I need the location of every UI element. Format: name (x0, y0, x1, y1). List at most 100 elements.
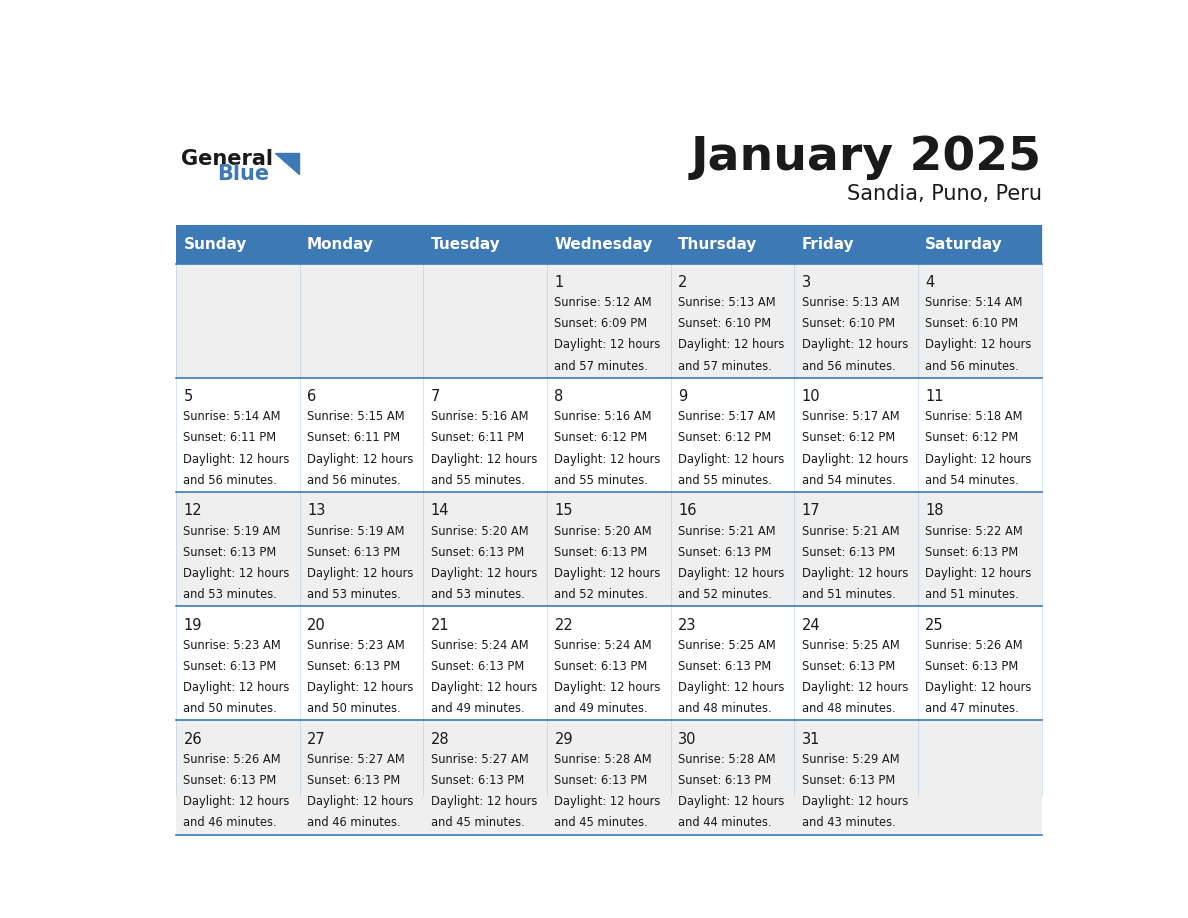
FancyBboxPatch shape (795, 492, 918, 606)
Text: Sunrise: 5:16 AM: Sunrise: 5:16 AM (431, 410, 529, 423)
Text: Sunrise: 5:21 AM: Sunrise: 5:21 AM (802, 524, 899, 538)
Text: Daylight: 12 hours: Daylight: 12 hours (925, 566, 1031, 580)
Text: 21: 21 (431, 618, 449, 633)
Text: Daylight: 12 hours: Daylight: 12 hours (678, 566, 784, 580)
Text: Daylight: 12 hours: Daylight: 12 hours (431, 453, 537, 465)
FancyBboxPatch shape (299, 263, 423, 378)
Text: 19: 19 (183, 618, 202, 633)
Text: Sunset: 6:10 PM: Sunset: 6:10 PM (802, 318, 895, 330)
FancyBboxPatch shape (423, 492, 546, 606)
Text: Sunrise: 5:28 AM: Sunrise: 5:28 AM (678, 753, 776, 766)
Text: and 55 minutes.: and 55 minutes. (678, 474, 772, 487)
Text: and 54 minutes.: and 54 minutes. (802, 474, 896, 487)
FancyBboxPatch shape (423, 606, 546, 721)
FancyBboxPatch shape (671, 378, 795, 492)
Text: 3: 3 (802, 275, 810, 290)
Text: Daylight: 12 hours: Daylight: 12 hours (183, 566, 290, 580)
Text: Sunrise: 5:20 AM: Sunrise: 5:20 AM (555, 524, 652, 538)
FancyBboxPatch shape (299, 606, 423, 721)
Text: and 52 minutes.: and 52 minutes. (555, 588, 649, 601)
Text: and 48 minutes.: and 48 minutes. (678, 702, 772, 715)
Text: and 57 minutes.: and 57 minutes. (555, 360, 649, 373)
Text: Daylight: 12 hours: Daylight: 12 hours (802, 339, 908, 352)
Text: Sunset: 6:13 PM: Sunset: 6:13 PM (183, 660, 277, 673)
FancyBboxPatch shape (546, 721, 671, 834)
Text: and 45 minutes.: and 45 minutes. (555, 816, 649, 830)
Text: and 50 minutes.: and 50 minutes. (183, 702, 277, 715)
Text: Daylight: 12 hours: Daylight: 12 hours (678, 681, 784, 694)
Text: 27: 27 (308, 732, 326, 747)
FancyBboxPatch shape (918, 263, 1042, 378)
Text: Sunrise: 5:14 AM: Sunrise: 5:14 AM (183, 410, 282, 423)
Text: Sunrise: 5:17 AM: Sunrise: 5:17 AM (802, 410, 899, 423)
Text: 8: 8 (555, 389, 563, 404)
Text: Daylight: 12 hours: Daylight: 12 hours (308, 453, 413, 465)
Text: Sunrise: 5:12 AM: Sunrise: 5:12 AM (555, 297, 652, 309)
FancyBboxPatch shape (423, 721, 546, 834)
Text: and 47 minutes.: and 47 minutes. (925, 702, 1019, 715)
Text: and 53 minutes.: and 53 minutes. (308, 588, 402, 601)
Text: 25: 25 (925, 618, 944, 633)
FancyBboxPatch shape (546, 492, 671, 606)
Text: Sunset: 6:13 PM: Sunset: 6:13 PM (431, 660, 524, 673)
Text: Daylight: 12 hours: Daylight: 12 hours (555, 681, 661, 694)
Text: 1: 1 (555, 275, 563, 290)
FancyBboxPatch shape (546, 263, 671, 378)
Text: and 50 minutes.: and 50 minutes. (308, 702, 400, 715)
Text: and 51 minutes.: and 51 minutes. (802, 588, 896, 601)
Text: Daylight: 12 hours: Daylight: 12 hours (431, 681, 537, 694)
Text: and 55 minutes.: and 55 minutes. (431, 474, 525, 487)
FancyBboxPatch shape (795, 263, 918, 378)
Text: Daylight: 12 hours: Daylight: 12 hours (802, 795, 908, 808)
Text: 30: 30 (678, 732, 696, 747)
Text: 20: 20 (308, 618, 326, 633)
Text: Sunrise: 5:24 AM: Sunrise: 5:24 AM (555, 639, 652, 652)
Text: January 2025: January 2025 (690, 135, 1042, 180)
FancyBboxPatch shape (299, 492, 423, 606)
Text: Saturday: Saturday (925, 237, 1003, 252)
FancyBboxPatch shape (176, 225, 299, 263)
Text: 29: 29 (555, 732, 573, 747)
Text: Sunset: 6:11 PM: Sunset: 6:11 PM (183, 431, 277, 444)
Text: Sunset: 6:13 PM: Sunset: 6:13 PM (183, 545, 277, 559)
Text: General: General (181, 149, 273, 169)
FancyBboxPatch shape (423, 378, 546, 492)
Text: 16: 16 (678, 503, 696, 519)
Text: 2: 2 (678, 275, 688, 290)
Text: Daylight: 12 hours: Daylight: 12 hours (183, 453, 290, 465)
Text: 4: 4 (925, 275, 935, 290)
Text: Daylight: 12 hours: Daylight: 12 hours (555, 566, 661, 580)
Text: and 51 minutes.: and 51 minutes. (925, 588, 1019, 601)
Polygon shape (274, 152, 298, 174)
Text: Sunrise: 5:25 AM: Sunrise: 5:25 AM (678, 639, 776, 652)
Text: Daylight: 12 hours: Daylight: 12 hours (925, 339, 1031, 352)
FancyBboxPatch shape (546, 606, 671, 721)
Text: Sunset: 6:13 PM: Sunset: 6:13 PM (678, 545, 771, 559)
Text: Sunset: 6:10 PM: Sunset: 6:10 PM (925, 318, 1018, 330)
Text: Sunrise: 5:27 AM: Sunrise: 5:27 AM (431, 753, 529, 766)
Text: and 53 minutes.: and 53 minutes. (183, 588, 277, 601)
Text: 9: 9 (678, 389, 688, 404)
FancyBboxPatch shape (671, 263, 795, 378)
Text: Tuesday: Tuesday (431, 237, 500, 252)
FancyBboxPatch shape (918, 492, 1042, 606)
Text: Friday: Friday (802, 237, 854, 252)
Text: Sunset: 6:10 PM: Sunset: 6:10 PM (678, 318, 771, 330)
FancyBboxPatch shape (176, 263, 299, 378)
Text: Daylight: 12 hours: Daylight: 12 hours (308, 681, 413, 694)
Text: and 56 minutes.: and 56 minutes. (308, 474, 400, 487)
Text: and 57 minutes.: and 57 minutes. (678, 360, 772, 373)
FancyBboxPatch shape (918, 378, 1042, 492)
Text: Daylight: 12 hours: Daylight: 12 hours (183, 795, 290, 808)
Text: Sunset: 6:13 PM: Sunset: 6:13 PM (555, 660, 647, 673)
Text: Sunrise: 5:23 AM: Sunrise: 5:23 AM (183, 639, 282, 652)
Text: and 54 minutes.: and 54 minutes. (925, 474, 1019, 487)
FancyBboxPatch shape (176, 378, 299, 492)
Text: 22: 22 (555, 618, 573, 633)
Text: Sunrise: 5:18 AM: Sunrise: 5:18 AM (925, 410, 1023, 423)
FancyBboxPatch shape (671, 721, 795, 834)
Text: Daylight: 12 hours: Daylight: 12 hours (431, 795, 537, 808)
FancyBboxPatch shape (299, 225, 423, 263)
Text: and 49 minutes.: and 49 minutes. (555, 702, 647, 715)
Text: and 48 minutes.: and 48 minutes. (802, 702, 896, 715)
